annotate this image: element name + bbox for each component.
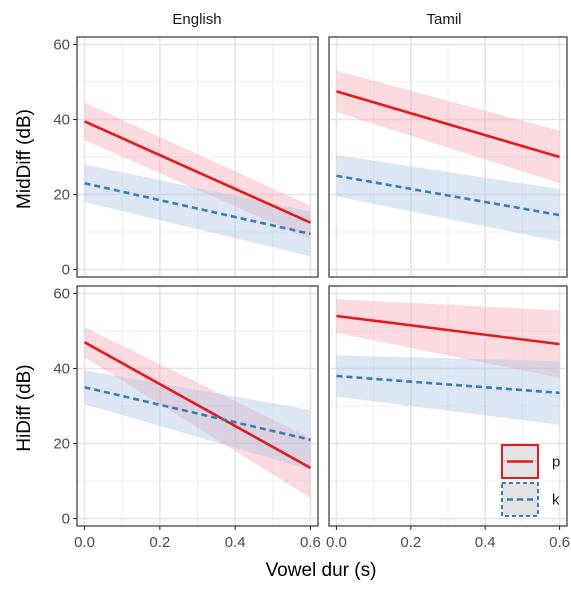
- confidence-band-k: [84, 370, 311, 470]
- panel-border: [76, 285, 319, 527]
- legend-label-k: k: [552, 492, 560, 509]
- confidence-band-k: [336, 155, 560, 242]
- panel-border: [328, 285, 568, 527]
- panel-border: [328, 36, 568, 278]
- strip-labels: English Tamil: [172, 11, 461, 28]
- gridlines: [77, 286, 318, 526]
- y-tick-label: 0: [62, 511, 70, 528]
- x-tick-label: 0.0: [326, 534, 347, 551]
- panel-tamil-row1: [328, 36, 568, 278]
- x-tick-label: 0.2: [149, 534, 170, 551]
- series-line-p: [336, 90, 560, 159]
- x-tick-label: 0.2: [400, 534, 421, 551]
- strip-label-tamil: Tamil: [426, 11, 461, 28]
- y-tick-label: 20: [53, 436, 70, 453]
- x-tick-label: 0.6: [549, 534, 570, 551]
- series-line-p: [83, 120, 312, 224]
- legend-item-p: p: [501, 444, 560, 479]
- y-tick-label: 40: [53, 112, 70, 129]
- series-line-k: [336, 374, 560, 395]
- x-tick-label: 0.6: [300, 534, 321, 551]
- panel-tamil-row2: 0.0 0.2 0.4 0.6: [326, 285, 570, 551]
- y-tick-label: 60: [53, 286, 70, 303]
- series-line-p: [83, 341, 312, 470]
- legend-item-k: k: [501, 482, 560, 517]
- legend-label-p: p: [552, 454, 560, 471]
- gridlines: [77, 37, 318, 277]
- panels: 0 20 40 60 0 20 40 60 0.0 0.2 0.4 0.6 0.0 0.2 0.4 0.6: [53, 36, 570, 551]
- series-line-k: [84, 181, 311, 236]
- y-tick-label: 40: [53, 361, 70, 378]
- x-tick-label: 0.0: [74, 534, 95, 551]
- x-axis-title: Vowel dur (s): [266, 560, 377, 581]
- panel-english-row2: 0 20 40 60 0.0 0.2 0.4 0.6: [53, 285, 321, 551]
- x-tick-label: 0.4: [225, 534, 246, 551]
- y-tick-label: 0: [62, 262, 70, 279]
- series-line-k: [84, 385, 311, 442]
- x-tick-label: 0.4: [475, 534, 496, 551]
- legend: pk: [501, 444, 560, 517]
- strip-label-english: English: [172, 11, 221, 28]
- confidence-band-k: [84, 164, 311, 257]
- confidence-band-p: [336, 299, 560, 378]
- y-tick-label: 20: [53, 187, 70, 204]
- confidence-band-k: [336, 355, 560, 425]
- series-line-k: [336, 174, 560, 217]
- series-line-p: [336, 314, 560, 346]
- y-axis-title-middiff: MidDiff (dB): [14, 109, 35, 209]
- y-axis-title-hidiff: HiDiff (dB): [14, 364, 35, 451]
- y-tick-label: 60: [53, 37, 70, 54]
- confidence-band-p: [336, 70, 560, 184]
- panel-border: [76, 36, 319, 278]
- row-titles: MidDiff (dB) HiDiff (dB): [14, 109, 35, 452]
- panel-english-row1: 0 20 40 60: [53, 36, 319, 279]
- gridlines: [329, 37, 567, 277]
